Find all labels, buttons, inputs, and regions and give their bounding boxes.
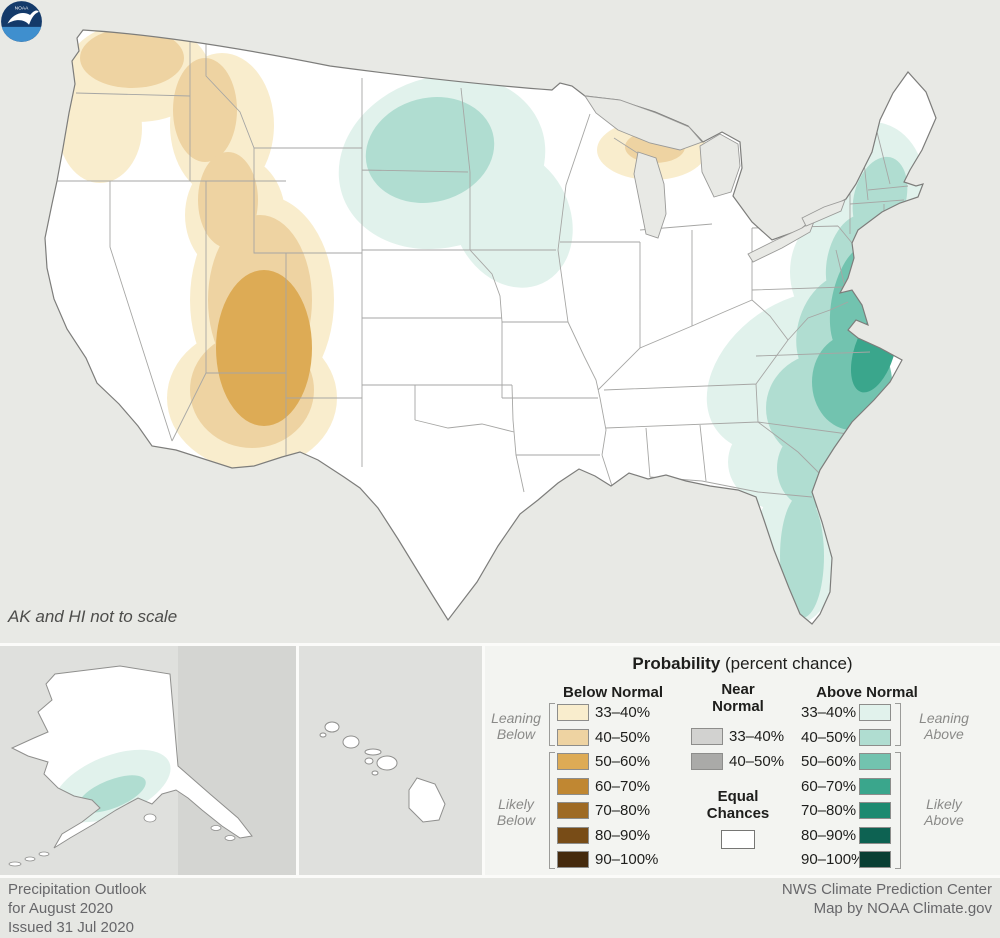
color-swatch [859, 704, 891, 721]
legend-row-label: 33–40% [729, 728, 785, 745]
leaning-above-label: Leaning Above [919, 710, 969, 742]
color-swatch [859, 753, 891, 770]
legend-row-below-4: 60–70% [557, 778, 650, 795]
great-lakes [584, 95, 846, 263]
alaska-inset-panel [0, 646, 296, 875]
color-swatch [691, 753, 723, 770]
legend-row-label: 90–100% [595, 851, 659, 868]
color-swatch [557, 704, 589, 721]
footer-source-line: NWS Climate Prediction Center [781, 881, 992, 898]
legend-row-label: 60–70% [595, 778, 651, 795]
above-normal-header: Above Normal [816, 684, 918, 701]
likely-below-bracket [549, 752, 555, 869]
legend-row-below-1: 33–40% [557, 704, 650, 721]
legend-row-above-1: 33–40% [801, 704, 891, 721]
leaning-above-bracket [895, 703, 901, 746]
legend-row-label: 33–40% [595, 704, 651, 721]
legend-row-above-3: 50–60% [801, 753, 891, 770]
legend-row-above-7: 90–100% [801, 851, 891, 868]
lake-ontario [801, 199, 846, 227]
noaa-logo: NOAA [1, 1, 42, 42]
legend-row-below-2: 40–50% [557, 729, 650, 746]
legend-row-label: 50–60% [801, 753, 857, 770]
color-swatch [859, 827, 891, 844]
legend-row-below-6: 80–90% [557, 827, 650, 844]
legend-row-label: 70–80% [595, 802, 651, 819]
leaning-below-bracket [549, 703, 555, 746]
color-swatch [859, 729, 891, 746]
legend-row-below-7: 90–100% [557, 851, 658, 868]
alaska-islands [8, 813, 236, 867]
legend-title-bold: Probability [632, 654, 721, 673]
legend-row-label: 40–50% [595, 729, 651, 746]
noaa-logo-text: NOAA [15, 6, 29, 12]
equal-chances-swatch [721, 830, 755, 849]
legend-row-label: 70–80% [801, 802, 857, 819]
color-swatch [859, 851, 891, 868]
legend-row-above-5: 70–80% [801, 802, 891, 819]
footer-period-line: for August 2020 [8, 900, 114, 917]
legend-row-label: 50–60% [595, 753, 651, 770]
us-map [44, 29, 937, 625]
legend-row-label: 80–90% [801, 827, 857, 844]
legend-panel: Probability (percent chance) Below Norma… [485, 646, 1000, 875]
leaning-below-label: Leaning Below [491, 710, 541, 742]
lake-michigan [633, 151, 667, 239]
legend-title: Probability (percent chance) [485, 654, 1000, 674]
color-swatch [557, 778, 589, 795]
legend-row-below-5: 70–80% [557, 802, 650, 819]
noaa-logo-sea [1, 26, 42, 42]
legend-row-below-3: 50–60% [557, 753, 650, 770]
legend-row-label: 40–50% [729, 753, 785, 770]
color-swatch [691, 728, 723, 745]
legend-row-label: 33–40% [801, 704, 857, 721]
legend-row-above-2: 40–50% [801, 729, 891, 746]
likely-above-bracket [895, 752, 901, 869]
likely-below-label: Likely Below [496, 796, 536, 828]
likely-above-label: Likely Above [924, 796, 964, 828]
conus-map-section: AK and HI not to scale NOAA [0, 0, 1000, 643]
footer-right-text: NWS Climate Prediction Center Map by NOA… [782, 880, 992, 918]
legend-row-near-2: 40–50% [691, 753, 784, 770]
legend-title-rest: (percent chance) [720, 654, 853, 673]
color-swatch [557, 729, 589, 746]
legend-row-above-6: 80–90% [801, 827, 891, 844]
legend-row-label: 90–100% [801, 851, 865, 868]
near-normal-header: Near Normal [712, 681, 764, 715]
legend-row-above-4: 60–70% [801, 778, 891, 795]
footer-issued-line: Issued 31 Jul 2020 [8, 919, 134, 936]
legend-row-label: 60–70% [801, 778, 857, 795]
lake-erie [747, 217, 816, 263]
color-swatch [557, 851, 589, 868]
legend-row-label: 40–50% [801, 729, 857, 746]
alaska-inset-map [8, 646, 296, 875]
footer: Precipitation Outlook for August 2020 Is… [0, 878, 1000, 938]
hawaii-islands [319, 721, 446, 823]
hawaii-inset-panel [299, 646, 482, 875]
color-swatch [557, 827, 589, 844]
lake-huron [699, 133, 741, 198]
state-borders [57, 38, 909, 498]
below-normal-50-60-region [216, 270, 312, 426]
color-swatch [859, 778, 891, 795]
color-swatch [557, 753, 589, 770]
hawaii-inset-map [319, 721, 446, 823]
color-swatch [859, 802, 891, 819]
footer-title-line: Precipitation Outlook [8, 881, 147, 898]
legend-row-near-1: 33–40% [691, 728, 784, 745]
noaa-logo-bird [7, 10, 39, 25]
legend-row-label: 80–90% [595, 827, 651, 844]
scale-note: AK and HI not to scale [8, 607, 178, 626]
equal-chances-header: Equal Chances [706, 788, 770, 822]
below-normal-header: Below Normal [562, 684, 664, 701]
footer-left-text: Precipitation Outlook for August 2020 Is… [8, 880, 146, 937]
canada-area [178, 646, 296, 875]
color-swatch [557, 802, 589, 819]
footer-credit-line: Map by NOAA Climate.gov [813, 900, 992, 917]
lake-superior [584, 95, 703, 151]
